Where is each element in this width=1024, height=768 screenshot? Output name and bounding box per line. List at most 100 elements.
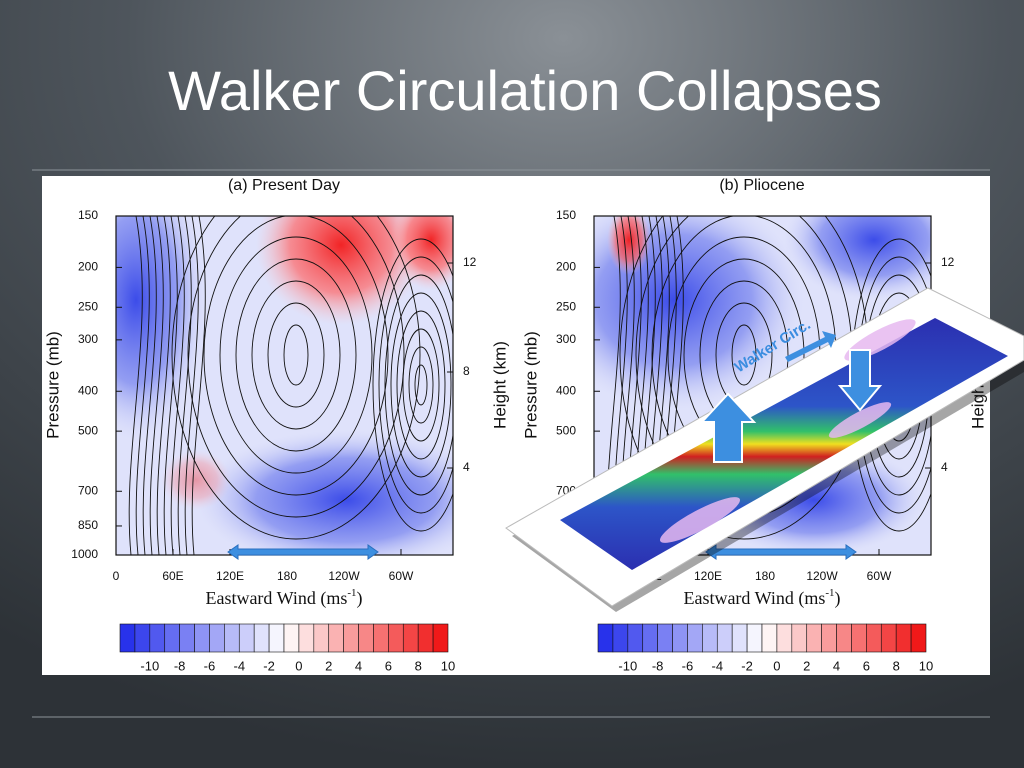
colorbar-box (642, 623, 658, 653)
colorbar-box (627, 623, 644, 653)
y-tick-label: 400 (78, 383, 98, 397)
x-tick-label: 120E (694, 569, 722, 583)
double-arrow (227, 544, 379, 560)
colorbar-box (806, 623, 822, 653)
y2-axis-label: Height (km) (490, 341, 509, 429)
colorbar-box (209, 623, 225, 653)
up-arrow (699, 392, 757, 463)
colorbar-box (358, 623, 374, 653)
streamline (170, 216, 185, 555)
colorbar-tick-label: 2 (803, 658, 810, 673)
inset-figure: Walker Circ. (505, 287, 1024, 612)
y-tick-label: 150 (556, 208, 576, 222)
colorbar-box (373, 623, 389, 653)
colorbar-box (164, 623, 180, 653)
x-tick-label: 60W (389, 569, 414, 583)
colorbar-tick-label: 0 (295, 658, 302, 673)
colorbar-box (821, 623, 837, 653)
y-tick-label: 200 (78, 260, 98, 274)
colorbar-box (343, 623, 359, 653)
streamline (251, 280, 341, 430)
colorbar-box (746, 623, 763, 653)
y2-tick-label: 12 (941, 255, 955, 269)
streamline (402, 328, 440, 442)
colorbar-box (417, 623, 434, 653)
streamline (149, 216, 164, 555)
x-axis-label-exponent: -1 (825, 587, 834, 599)
colorbar-box (388, 623, 404, 653)
colorbar-box (612, 623, 629, 653)
streamline (171, 216, 421, 540)
colorbar-box (283, 623, 300, 653)
streamline (156, 216, 171, 555)
colorbar-box (866, 623, 882, 653)
blue-region (784, 216, 931, 300)
streamline (378, 256, 453, 514)
y-tick-label: 1000 (71, 547, 98, 561)
y-tick-label: 500 (78, 423, 98, 437)
colorbar-tick-label: -10 (618, 658, 637, 673)
y-tick-label: 700 (78, 483, 98, 497)
y-axis-label: Pressure (mb) (521, 331, 540, 439)
x-tick-label: 60W (867, 569, 892, 583)
x-tick-label: 120W (806, 569, 838, 583)
colorbar-box (119, 623, 136, 653)
colorbar-box (910, 623, 927, 653)
blue-region (594, 216, 804, 410)
streamline (384, 274, 453, 496)
colorbar-box (134, 623, 151, 653)
panel: (a) Present Day1502002503004005007008501… (43, 177, 509, 673)
field (116, 216, 453, 555)
colorbar-box (687, 623, 703, 653)
colorbar-box (328, 623, 344, 653)
colorbar-box (851, 623, 867, 653)
streamline (731, 324, 757, 386)
colorbar-tick-label: 6 (385, 658, 392, 673)
y-tick-label: 850 (78, 518, 98, 532)
colorbar-tick-label: 0 (773, 658, 780, 673)
streamline (390, 292, 452, 478)
colorbar-tick-label: 2 (325, 658, 332, 673)
y-tick-label: 400 (556, 383, 576, 397)
y2-tick-label: 8 (463, 364, 470, 378)
x-tick-label: 180 (277, 569, 297, 583)
y2-tick-label: 4 (941, 460, 948, 474)
colorbar-box (895, 623, 912, 653)
streamline (177, 216, 192, 555)
colorbar-box (298, 623, 315, 653)
x-axis-label-text: Eastward Wind (ms (205, 588, 347, 609)
colorbar-box (224, 623, 240, 653)
inset-blob (828, 402, 892, 438)
streamline (408, 346, 434, 424)
x-axis-label: Eastward Wind (ms-1) (683, 587, 840, 610)
x-axis-label-exponent: -1 (347, 587, 356, 599)
streamline (191, 216, 206, 555)
colorbar-box (776, 623, 793, 653)
inset-blob (659, 497, 741, 543)
y-tick-label: 500 (556, 423, 576, 437)
colorbar-tick-label: 4 (833, 658, 840, 673)
panel-title: (b) Pliocene (719, 177, 804, 194)
streamline (142, 216, 157, 555)
streamline (203, 216, 389, 496)
y2-tick-label: 12 (463, 255, 477, 269)
panel-title: (a) Present Day (228, 177, 340, 194)
down-arrow (837, 349, 883, 412)
colorbar-tick-label: 10 (441, 658, 455, 673)
x-axis-label: Eastward Wind (ms-1) (205, 587, 362, 610)
colorbar-box (268, 623, 285, 653)
y-tick-label: 300 (556, 332, 576, 346)
colorbar-box (761, 623, 778, 653)
slide-title: Walker Circulation Collapses (168, 59, 882, 122)
colorbar-box (313, 623, 330, 653)
streamline (283, 324, 309, 386)
colorbar-box (597, 623, 614, 653)
colorbar-box (149, 623, 166, 653)
colorbar-box (731, 623, 748, 653)
inset-map (560, 318, 1008, 570)
y-tick-label: 200 (556, 260, 576, 274)
colorbar-box (791, 623, 808, 653)
x-tick-label: 120E (216, 569, 244, 583)
colorbar-tick-label: 8 (893, 658, 900, 673)
